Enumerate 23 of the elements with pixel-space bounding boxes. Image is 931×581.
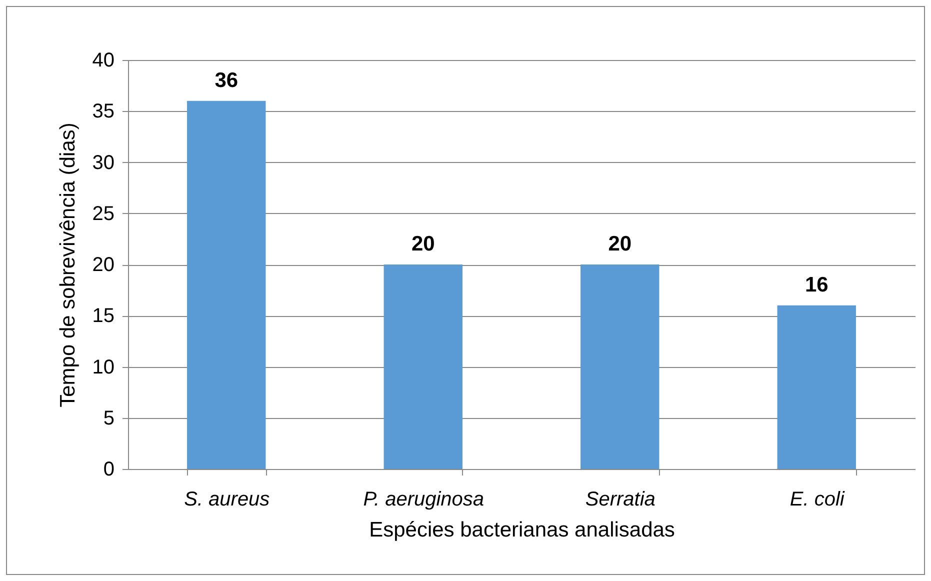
y-tick-label: 5 [103, 407, 114, 430]
y-tick-label: 40 [92, 50, 114, 72]
y-tick-label: 15 [92, 305, 114, 328]
y-axis-title: Tempo de sobrevivência (dias) [56, 122, 80, 408]
y-tick-label: 35 [92, 100, 114, 123]
x-tick-label: S. aureus [184, 488, 270, 510]
y-tick-label: 0 [103, 458, 114, 480]
y-tick-label: 30 [92, 152, 114, 174]
y-tick-label: 20 [92, 254, 114, 276]
x-axis-title: Espécies bacterianas analisadas [369, 518, 675, 542]
x-tick-label: Serratia [585, 488, 656, 510]
bar [777, 305, 856, 469]
bar [187, 100, 266, 469]
data-label: 36 [214, 68, 238, 92]
bar [384, 264, 462, 469]
x-tick-label: E. coli [790, 488, 845, 510]
data-label: 20 [608, 232, 632, 256]
bar [580, 264, 660, 469]
data-label: 16 [804, 273, 828, 296]
y-tick-label: 25 [92, 202, 114, 225]
data-label: 20 [411, 232, 435, 256]
y-tick-label: 10 [92, 356, 114, 378]
x-tick-label: P. aeruginosa [363, 488, 484, 510]
